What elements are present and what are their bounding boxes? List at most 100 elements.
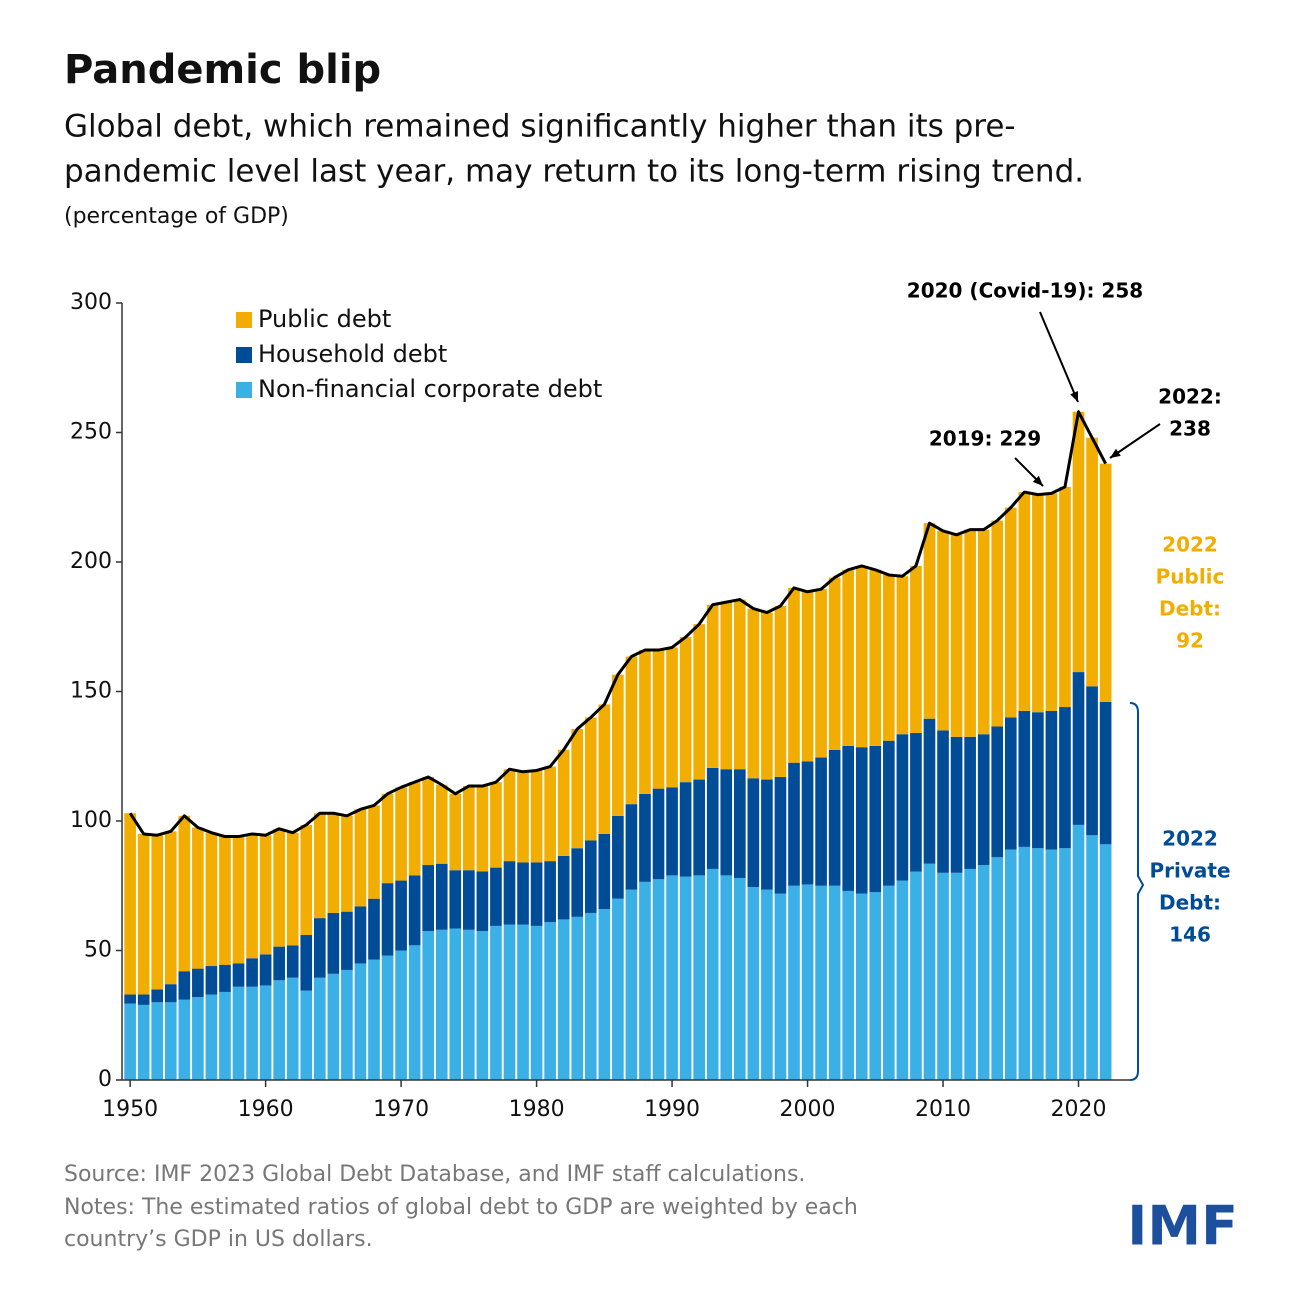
subtitle: pandemic level last year, may return to … <box>64 154 1084 190</box>
bar-segment <box>1032 712 1044 849</box>
bar-segment <box>1086 437 1098 687</box>
x-tick-label: 2000 <box>780 1097 836 1122</box>
bar-segment <box>910 565 922 733</box>
unit-note: (percentage of GDP) <box>64 204 289 229</box>
bar-segment <box>408 782 421 876</box>
bar-segment <box>1004 717 1017 850</box>
private-bracket <box>1129 702 1145 1081</box>
bar-segment <box>205 994 218 1080</box>
bar-segment <box>408 875 421 946</box>
bar-segment <box>950 534 963 737</box>
bar-segment <box>1099 463 1112 702</box>
bar-segment <box>544 861 556 923</box>
y-tick-label: 100 <box>70 808 112 833</box>
source: Source: IMF 2023 Global Debt Database, a… <box>64 1162 805 1187</box>
bar-segment <box>1045 710 1058 850</box>
bar-segment <box>259 985 272 1080</box>
y-tick-label: 50 <box>84 938 112 963</box>
y-tick-label: 250 <box>70 420 112 445</box>
bar-segment <box>300 824 313 935</box>
bar-segment <box>788 587 800 763</box>
bar-segment <box>313 977 326 1080</box>
bar-segment <box>422 776 435 866</box>
x-tick-label: 2020 <box>1051 1097 1107 1122</box>
bar-segment <box>435 784 448 864</box>
annotation: Public <box>1156 565 1225 589</box>
bar-segment <box>964 736 976 869</box>
bar-segment <box>964 529 976 737</box>
bar-segment <box>1086 835 1098 1080</box>
annotation: 2022 <box>1162 827 1218 851</box>
bar-segment <box>1004 849 1017 1080</box>
bar-segment <box>300 934 313 991</box>
bar-segment <box>286 945 299 978</box>
bar-segment <box>584 912 597 1080</box>
bar-segment <box>1072 672 1085 825</box>
x-tick-label: 1950 <box>102 1097 158 1122</box>
bar-segment <box>517 862 529 925</box>
bar-segment <box>869 745 882 893</box>
bar-segment <box>422 931 435 1080</box>
x-tick-label: 1980 <box>509 1097 565 1122</box>
bar-segment <box>463 870 475 930</box>
bar-segment <box>842 569 855 746</box>
bar-segment <box>381 883 394 956</box>
bar-segment <box>733 769 746 878</box>
bar-segment <box>625 656 638 805</box>
bar-segment <box>625 804 638 890</box>
arrow-head <box>1110 448 1121 458</box>
bar-segment <box>761 612 773 780</box>
annotation: 146 <box>1169 923 1211 947</box>
bar-segment <box>937 872 949 1080</box>
bar-segment <box>205 966 218 995</box>
bar-segment <box>666 875 678 1080</box>
bar-segment <box>530 862 543 926</box>
annotation: 2020 (Covid-19): 258 <box>907 279 1143 303</box>
bar-segment <box>991 726 1004 858</box>
bar-segment <box>815 757 827 886</box>
bar-segment <box>991 520 1004 727</box>
bar-segment <box>219 991 231 1080</box>
bar-segment <box>679 876 692 1080</box>
bar-segment <box>842 890 855 1080</box>
bar-segment <box>652 788 665 880</box>
bar-segment <box>463 929 475 1080</box>
bar-segment <box>313 918 326 978</box>
bar-segment <box>896 734 909 881</box>
bar-segment <box>910 871 922 1080</box>
bar-segment <box>625 889 638 1080</box>
bar-segment <box>192 997 204 1080</box>
bar-segment <box>219 964 231 992</box>
bar-segment <box>449 870 462 929</box>
x-tick-label: 1960 <box>238 1097 294 1122</box>
bar-segment <box>1099 701 1112 845</box>
bar-segment <box>774 606 787 777</box>
bar-segment <box>923 718 936 864</box>
bar-segment <box>490 782 502 868</box>
y-tick-label: 200 <box>70 549 112 574</box>
bar-segment <box>1072 824 1085 1080</box>
y-tick-label: 150 <box>70 679 112 704</box>
bar-segment <box>463 786 475 871</box>
bar-segment <box>693 624 705 780</box>
annotation: Debt: <box>1159 597 1221 621</box>
bar-segment <box>164 1002 177 1080</box>
bar-segment <box>530 770 543 863</box>
bar-segment <box>368 959 380 1080</box>
bar-segment <box>544 922 556 1080</box>
bar-segment <box>733 877 746 1080</box>
bar-segment <box>124 813 136 995</box>
bar-segment <box>137 1004 150 1080</box>
bar-segment <box>747 778 760 888</box>
bar-segment <box>381 955 394 1080</box>
bar-segment <box>327 912 340 974</box>
bar-segment <box>341 911 353 970</box>
bar-segment <box>1018 492 1031 711</box>
annotation: 2019: 229 <box>929 427 1041 451</box>
annotation: Debt: <box>1159 891 1221 915</box>
annotation-arrow <box>1039 311 1079 403</box>
bar-segment <box>1032 848 1044 1080</box>
bar-segment <box>368 805 380 899</box>
bar-segment <box>490 925 502 1080</box>
